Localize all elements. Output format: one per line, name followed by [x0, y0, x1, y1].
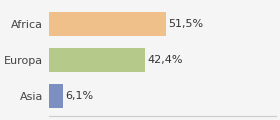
- Bar: [49, 12, 166, 36]
- Bar: [49, 48, 145, 72]
- Text: 42,4%: 42,4%: [148, 55, 183, 65]
- Bar: [49, 84, 63, 108]
- Text: 51,5%: 51,5%: [169, 19, 204, 29]
- Text: 6,1%: 6,1%: [66, 91, 94, 101]
